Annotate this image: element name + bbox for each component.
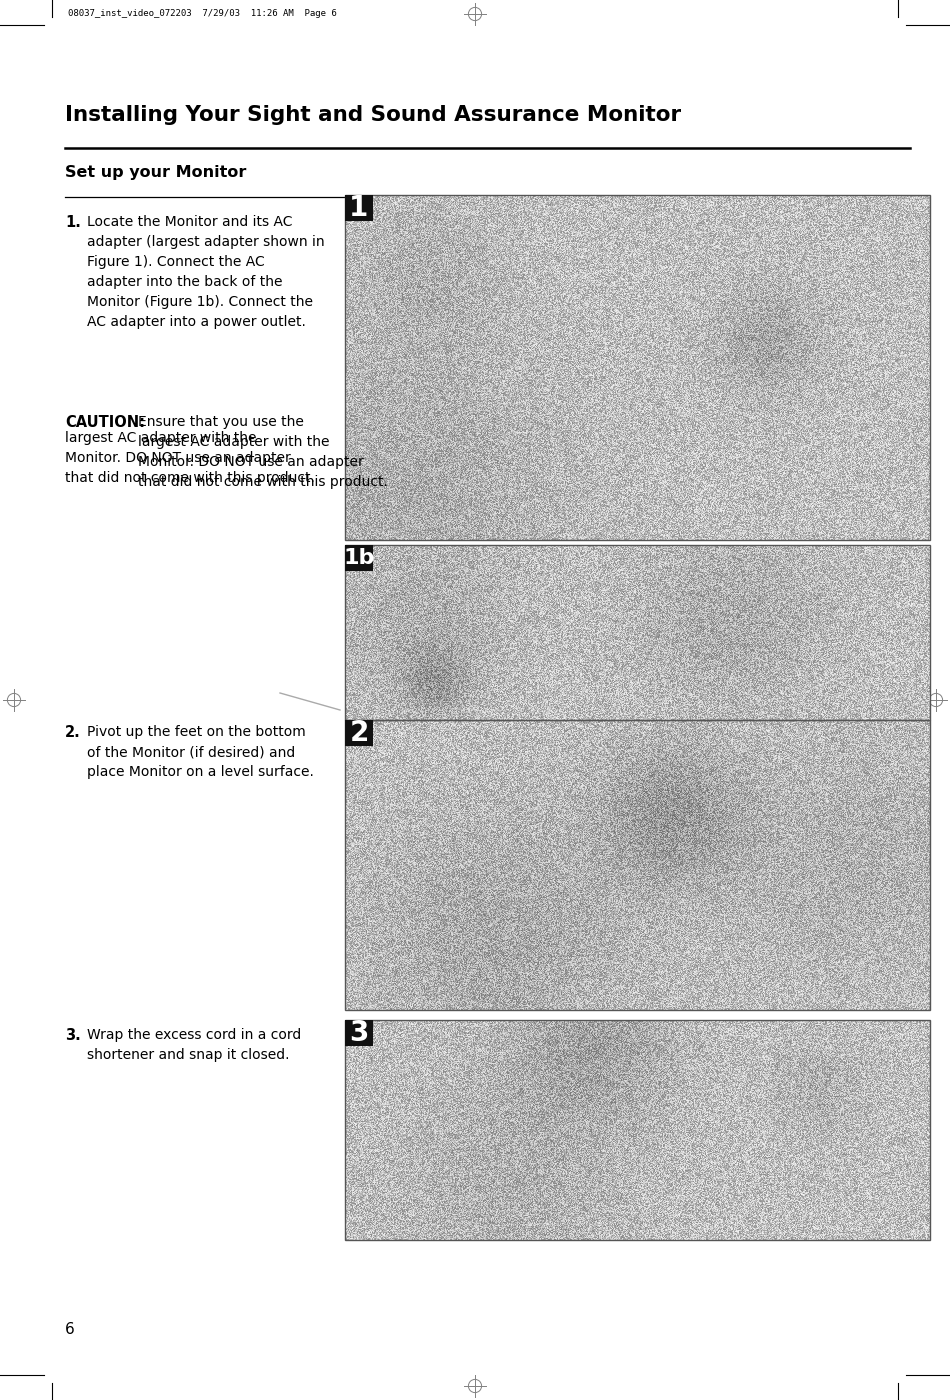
Text: Set up your Monitor: Set up your Monitor [65, 165, 246, 181]
Text: Ensure that you use the
largest AC adapter with the
Monitor. DO NOT use an adapt: Ensure that you use the largest AC adapt… [138, 414, 388, 489]
Text: Wrap the excess cord in a cord
shortener and snap it closed.: Wrap the excess cord in a cord shortener… [87, 1028, 301, 1063]
Text: 08037_inst_video_072203  7/29/03  11:26 AM  Page 6: 08037_inst_video_072203 7/29/03 11:26 AM… [68, 10, 336, 18]
Text: CAUTION:: CAUTION: [65, 414, 145, 430]
Text: 3: 3 [350, 1019, 369, 1047]
Text: Installing Your Sight and Sound Assurance Monitor: Installing Your Sight and Sound Assuranc… [65, 105, 681, 125]
Text: 1b: 1b [343, 547, 374, 568]
Bar [345, 1021, 930, 1240]
Text: Locate the Monitor and its AC
adapter (largest adapter shown in
Figure 1). Conne: Locate the Monitor and its AC adapter (l… [87, 216, 325, 329]
Text: largest AC adapter with the
Monitor. DO NOT use an adapter
that did not come wit: largest AC adapter with the Monitor. DO … [65, 431, 314, 486]
Text: 6: 6 [65, 1323, 75, 1337]
Bar [345, 545, 373, 571]
Text: 1.: 1. [65, 216, 81, 230]
Text: 2.: 2. [65, 725, 81, 741]
Bar [345, 195, 930, 540]
Text: 2: 2 [350, 720, 369, 748]
Bar [345, 195, 373, 221]
Text: 3.: 3. [65, 1028, 81, 1043]
Text: Pivot up the feet on the bottom
of the Monitor (if desired) and
place Monitor on: Pivot up the feet on the bottom of the M… [87, 725, 314, 778]
Bar [345, 545, 930, 720]
Bar [345, 720, 930, 1009]
Bar [345, 1021, 373, 1046]
Text: 1: 1 [350, 195, 369, 223]
Bar [345, 720, 373, 746]
